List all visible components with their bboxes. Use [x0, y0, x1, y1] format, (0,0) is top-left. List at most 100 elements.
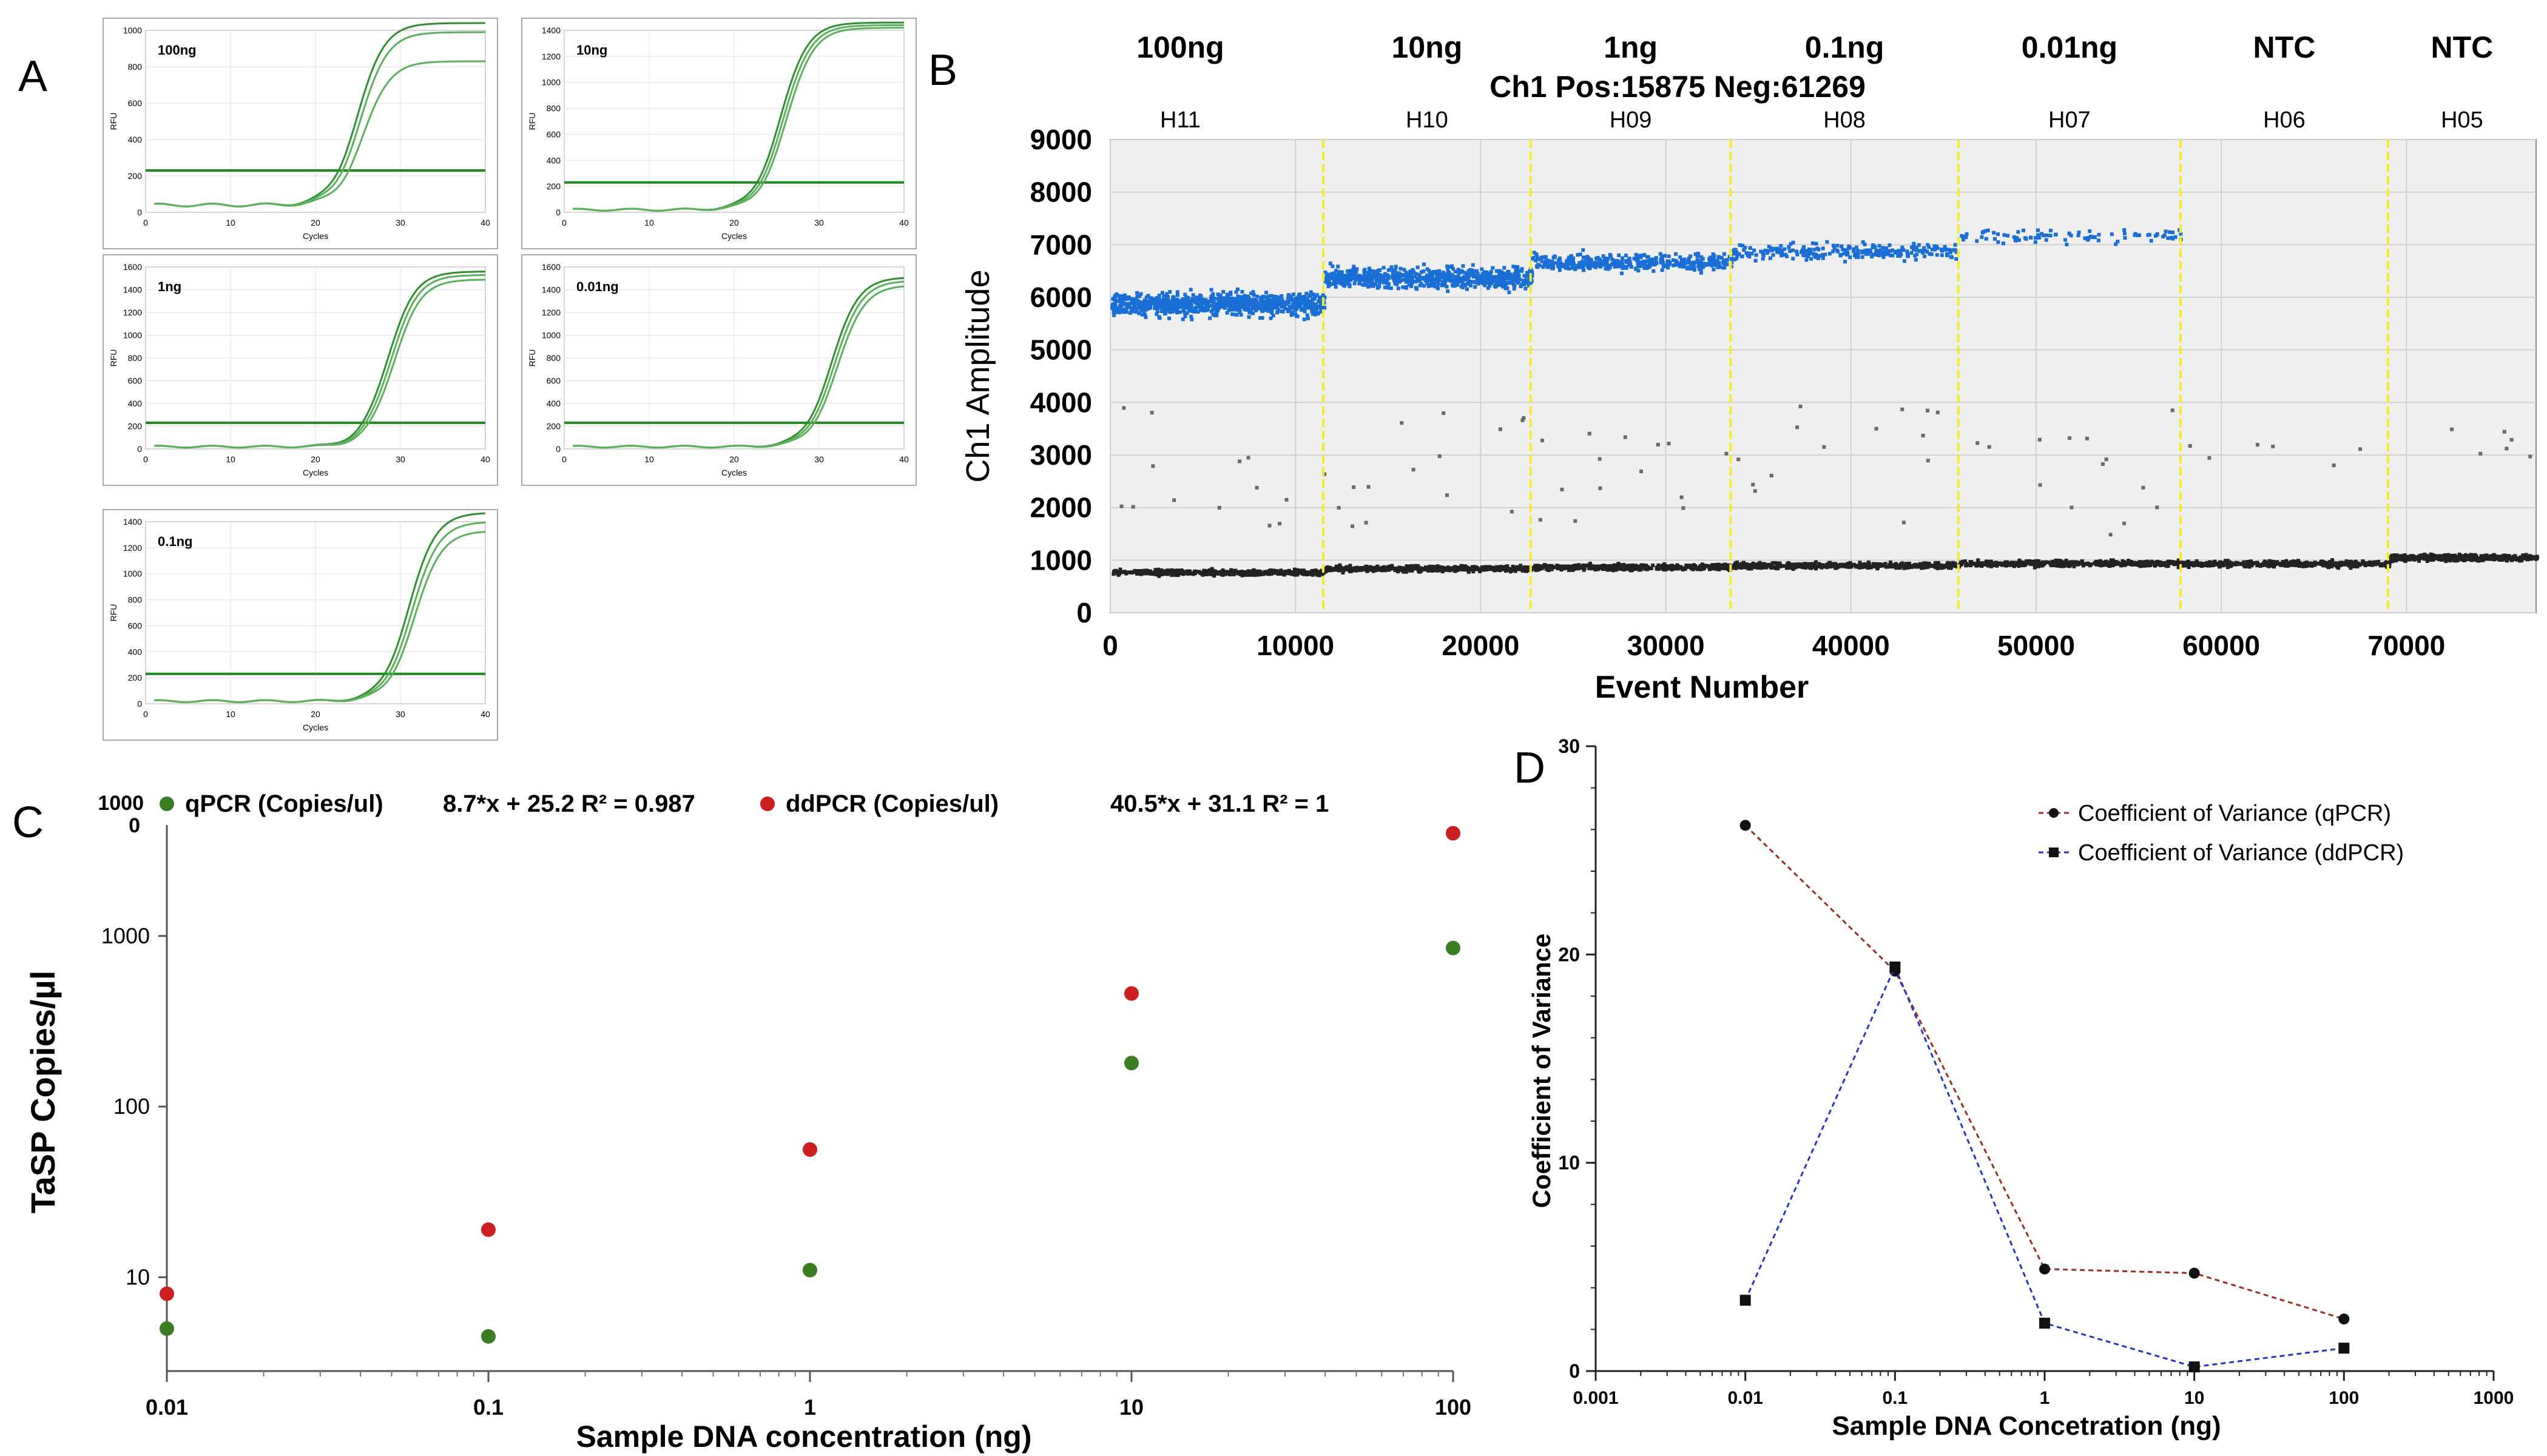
qpcr-subplot: 0 10 20 30 4002004006008001000120014001600Cy…	[521, 254, 917, 486]
positive-droplet	[1738, 243, 1742, 248]
positive-droplet	[1783, 247, 1787, 251]
positive-droplet	[1468, 272, 1472, 277]
positive-droplet	[1267, 302, 1271, 306]
y-tick-label: 400	[547, 155, 561, 165]
negative-droplet	[1928, 564, 1932, 568]
negative-droplet	[1417, 569, 1421, 573]
positive-droplet	[1162, 309, 1166, 313]
x-tick-label: 10	[644, 218, 654, 228]
negative-droplet	[2165, 564, 2169, 568]
positive-droplet	[1953, 243, 1957, 247]
positive-droplet	[1428, 272, 1432, 276]
positive-droplet	[1119, 294, 1123, 298]
positive-droplet	[1137, 311, 1141, 315]
negative-droplet	[1229, 568, 1233, 572]
amplification-curve	[153, 278, 486, 449]
negative-droplet	[1491, 566, 1496, 570]
positive-droplet	[1316, 311, 1320, 315]
negative-droplet	[1949, 565, 1954, 569]
positive-droplet	[2161, 235, 2165, 239]
rain-droplet	[1538, 517, 1542, 522]
positive-droplet	[1891, 254, 1895, 258]
positive-droplet	[1330, 272, 1334, 277]
positive-droplet	[1528, 269, 1532, 274]
negative-droplet	[1252, 568, 1256, 572]
y-tick-label: 400	[547, 399, 561, 408]
positive-droplet	[1140, 312, 1144, 317]
rain-droplet	[1323, 472, 1327, 476]
negative-droplet	[2106, 563, 2110, 567]
y-tick-label: 1200	[123, 308, 142, 317]
positive-droplet	[1385, 281, 1389, 285]
positive-droplet	[2169, 235, 2173, 240]
positive-droplet	[1145, 299, 1149, 303]
positive-droplet	[1230, 308, 1234, 312]
positive-droplet	[1927, 245, 1931, 249]
positive-droplet	[1271, 314, 1275, 318]
positive-droplet	[1843, 260, 1847, 264]
positive-droplet	[1515, 279, 1519, 283]
negative-droplet	[1582, 568, 1586, 572]
positive-droplet	[1204, 298, 1208, 302]
negative-droplet	[1857, 565, 1861, 569]
negative-droplet	[2330, 558, 2335, 562]
positive-droplet	[1779, 251, 1783, 255]
y-tick-label: 1000	[123, 569, 142, 579]
negative-droplet	[1192, 570, 1196, 574]
positive-droplet	[1494, 269, 1499, 273]
positive-droplet	[1975, 239, 1979, 243]
positive-droplet	[1381, 279, 1386, 283]
positive-droplet	[1144, 302, 1149, 306]
qpcr-subplot: 0 10 20 30 400200400600800100012001400Cycles…	[103, 509, 498, 741]
positive-droplet	[2110, 232, 2114, 237]
positive-droplet	[1425, 274, 1429, 278]
negative-droplet	[1540, 565, 1544, 570]
positive-droplet	[1142, 308, 1147, 312]
negative-droplet	[1395, 567, 1400, 571]
positive-droplet	[1765, 251, 1769, 255]
negative-droplet	[2057, 558, 2061, 562]
positive-droplet	[1348, 285, 1352, 289]
positive-droplet	[1249, 291, 1253, 295]
positive-droplet	[1336, 276, 1340, 280]
negative-droplet	[1817, 562, 1821, 566]
y-tick-label: 1400	[123, 285, 142, 295]
positive-droplet	[1430, 275, 1434, 279]
rain-droplet	[1267, 524, 1272, 528]
positive-droplet	[1183, 292, 1187, 297]
positive-droplet	[1816, 256, 1820, 260]
positive-droplet	[1375, 286, 1380, 290]
positive-droplet	[1260, 305, 1264, 309]
positive-droplet	[1394, 278, 1398, 282]
positive-droplet	[1457, 271, 1462, 275]
negative-droplet	[1295, 568, 1299, 572]
rain-droplet	[1926, 408, 1930, 413]
rain-droplet	[1926, 459, 1930, 463]
positive-droplet	[1463, 278, 1467, 282]
rain-droplet	[2122, 521, 2127, 525]
positive-droplet	[1409, 275, 1414, 280]
positive-droplet	[1932, 248, 1937, 252]
positive-droplet	[2122, 231, 2127, 235]
negative-droplet	[2173, 562, 2177, 567]
positive-droplet	[1278, 300, 1282, 304]
positive-droplet	[1218, 298, 1222, 303]
positive-droplet	[1616, 258, 1620, 263]
positive-droplet	[1747, 251, 1751, 255]
positive-droplet	[1394, 265, 1398, 269]
rain-droplet	[1901, 521, 1906, 525]
positive-droplet	[1257, 306, 1261, 311]
positive-droplet	[1194, 305, 1198, 309]
positive-droplet	[1596, 263, 1600, 268]
negative-droplet	[1734, 566, 1738, 570]
negative-droplet	[1696, 566, 1700, 570]
positive-droplet	[1600, 261, 1604, 265]
positive-droplet	[1453, 275, 1457, 279]
positive-droplet	[1753, 258, 1758, 263]
y-tick-label: 1600	[542, 262, 561, 272]
negative-droplet	[1989, 561, 1994, 565]
positive-droplet	[1300, 306, 1304, 311]
positive-droplet	[1276, 296, 1280, 300]
x-tick-label: 20	[311, 709, 320, 719]
